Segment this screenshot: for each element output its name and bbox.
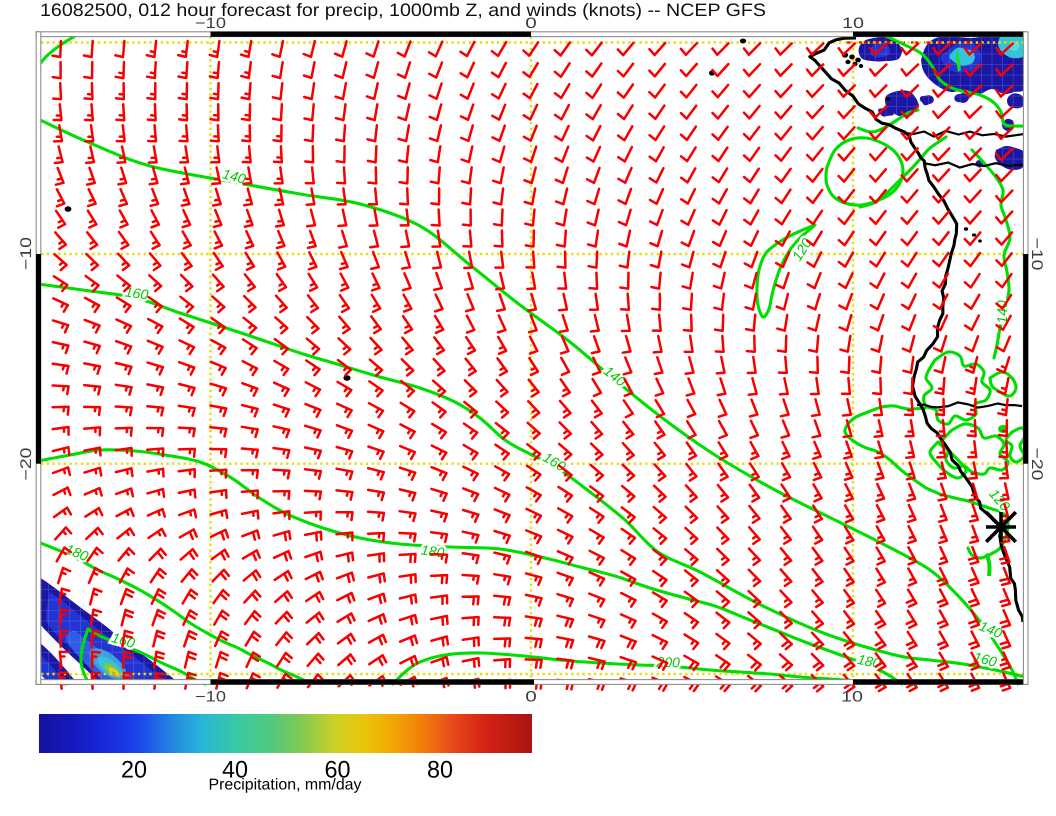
svg-text:80: 80	[427, 757, 453, 784]
svg-text:0: 0	[525, 15, 537, 32]
svg-text:−10: −10	[18, 237, 35, 270]
svg-text:−20: −20	[18, 447, 35, 480]
svg-text:20: 20	[121, 757, 147, 784]
svg-text:−20: −20	[1028, 448, 1045, 481]
svg-text:16082500, 012 hour forecast fo: 16082500, 012 hour forecast for precip, …	[40, 0, 766, 20]
svg-text:−10: −10	[195, 689, 226, 706]
svg-text:0: 0	[525, 689, 537, 706]
svg-text:Precipitation, mm/day: Precipitation, mm/day	[209, 777, 362, 794]
svg-text:40: 40	[222, 757, 248, 784]
svg-text:60: 60	[325, 757, 351, 784]
svg-text:−10: −10	[195, 15, 226, 32]
svg-text:10: 10	[842, 15, 864, 32]
svg-text:10: 10	[841, 689, 863, 706]
svg-text:−10: −10	[1028, 238, 1045, 271]
